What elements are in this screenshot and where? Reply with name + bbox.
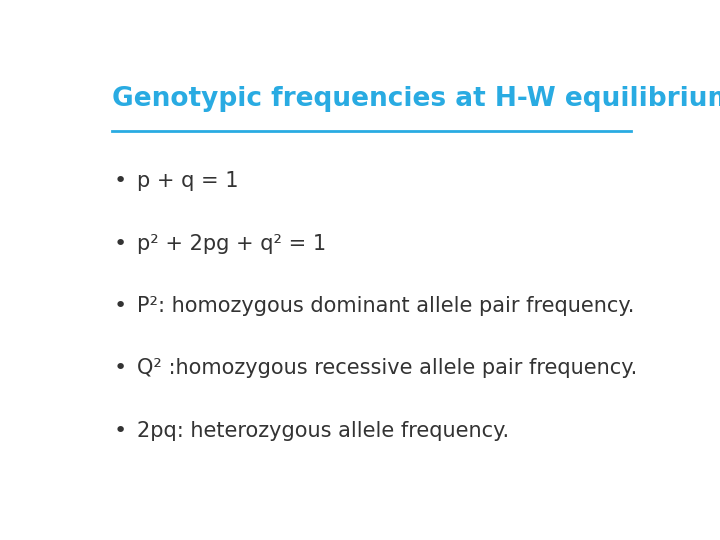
Text: Q² :homozygous recessive allele pair frequency.: Q² :homozygous recessive allele pair fre… [138, 359, 638, 379]
Text: 2pq: heterozygous allele frequency.: 2pq: heterozygous allele frequency. [138, 421, 510, 441]
Text: •: • [114, 421, 127, 441]
Text: •: • [114, 359, 127, 379]
Text: p² + 2pg + q² = 1: p² + 2pg + q² = 1 [138, 234, 327, 254]
Text: •: • [114, 296, 127, 316]
Text: •: • [114, 171, 127, 191]
Text: P²: homozygous dominant allele pair frequency.: P²: homozygous dominant allele pair freq… [138, 296, 635, 316]
Text: Genotypic frequencies at H-W equilibrium: Genotypic frequencies at H-W equilibrium [112, 85, 720, 112]
Text: •: • [114, 234, 127, 254]
Text: p + q = 1: p + q = 1 [138, 171, 239, 191]
